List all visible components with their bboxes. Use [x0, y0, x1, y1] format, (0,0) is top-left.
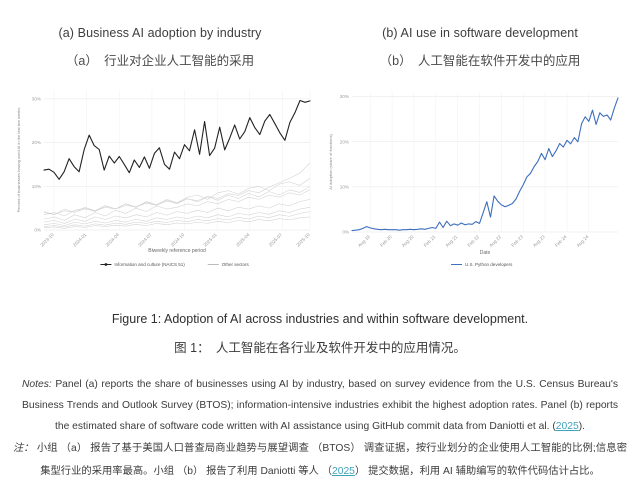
- x-tick-label: 2024-07: [137, 232, 153, 248]
- panel-titles-row: (a) Business AI adoption by industry （a）…: [0, 26, 640, 69]
- notes-en: Notes: Panel (a) reports the share of bu…: [22, 374, 618, 437]
- x-axis-title: Biweekly reference period: [148, 248, 206, 254]
- notes-en-body: Panel (a) reports the share of businesse…: [22, 379, 618, 432]
- charts-row: 0% 10% 20% 30% 2023-10 2024-01 2024-04 2024-07 2…: [14, 82, 626, 278]
- x-tick-label: Feb 20: [379, 234, 393, 248]
- x-tick-label: Aug 24: [576, 234, 590, 248]
- chart-business-ai-adoption: 0% 10% 20% 30% 2023-10 2024-01 2024-04 2024-07 2…: [16, 90, 311, 267]
- legend-label: Information and culture (NAICS 51): [114, 262, 185, 267]
- panel-b-title-en: (b) AI use in software development: [382, 26, 578, 40]
- notes-en-label: Notes:: [22, 379, 52, 390]
- legend-label: U.S. Python developers: [465, 262, 513, 267]
- series-line-other: [43, 216, 311, 229]
- daniotti-2025-link-zh[interactable]: 2025: [332, 466, 355, 477]
- notes-zh-body: 小组 （a） 报告了基于美国人口普查局商业趋势与展望调查 （BTOS） 调查证据…: [33, 443, 628, 477]
- y-tick-label: 10%: [32, 184, 41, 189]
- series-line-other: [43, 186, 311, 215]
- panel-b-title-zh: （b） 人工智能在软件开发中的应用: [379, 54, 581, 68]
- series-line-main: [351, 97, 619, 232]
- y-tick-label: 30%: [340, 94, 349, 99]
- series-line-other: [43, 207, 311, 226]
- figure-caption: Figure 1: Adoption of AI across industri…: [0, 312, 640, 356]
- panel-a-title-block: (a) Business AI adoption by industry （a）…: [0, 26, 320, 69]
- x-tick-label: Aug 23: [532, 234, 546, 248]
- series-line-other: [43, 189, 311, 221]
- x-tick-label: 2023-10: [39, 232, 55, 248]
- daniotti-2025-link-en[interactable]: 2025: [555, 421, 579, 432]
- x-tick-label: Feb 22: [467, 234, 481, 248]
- y-tick-label: 0%: [34, 228, 41, 233]
- x-tick-label: Aug 19: [357, 234, 371, 248]
- y-tick-label: 20%: [32, 140, 41, 145]
- x-tick-label: Feb 21: [423, 234, 437, 248]
- y-tick-label: 30%: [32, 96, 41, 101]
- panel-b-title-block: (b) AI use in software development （b） 人…: [320, 26, 640, 69]
- x-tick-label: 2024-01: [72, 232, 88, 248]
- series-line-other: [43, 199, 311, 224]
- x-tick-label: 2024-10: [170, 232, 186, 248]
- legend-label: Other sectors: [222, 262, 250, 267]
- series-line-other: [43, 211, 311, 228]
- series-line-other: [43, 178, 311, 217]
- series-line-main: [43, 99, 311, 180]
- series-line-other: [43, 162, 311, 215]
- x-axis-title: Date: [480, 250, 491, 256]
- x-tick-label: Aug 20: [401, 234, 415, 248]
- panel-a-title-zh: （a） 行业对企业人工智能的采用: [65, 54, 255, 68]
- x-tick-label: 2024-04: [105, 232, 121, 248]
- notes-zh: 注： 小组 （a） 报告了基于美国人口普查局商业趋势与展望调查 （BTOS） 调…: [13, 437, 627, 479]
- chart-ai-software-development: 0% 10% 20% 30% Aug 19 Feb 20 Aug 20 Feb 21 Aug 2…: [328, 92, 619, 267]
- y-tick-label: 0%: [342, 230, 349, 235]
- y-tick-label: 10%: [340, 184, 349, 189]
- notes-zh-after: ） 提交数据，利用 AI 辅助编写的软件代码估计占比。: [354, 466, 600, 477]
- x-tick-label: Feb 23: [510, 234, 524, 248]
- x-tick-label: 2025-01: [202, 232, 218, 248]
- legend-marker-dot: [104, 263, 108, 266]
- notes-zh-label: 注：: [13, 443, 34, 454]
- x-tick-label: Feb 24: [554, 234, 568, 248]
- x-tick-label: Aug 22: [488, 234, 502, 248]
- x-tick-label: 2025-07: [268, 232, 284, 248]
- x-tick-label: 2025-04: [235, 232, 251, 248]
- x-tick-label: Aug 21: [445, 234, 459, 248]
- figure-caption-zh: 图 1： 人工智能在各行业及软件开发中的应用情况。: [174, 341, 466, 355]
- y-tick-label: 20%: [340, 139, 349, 144]
- y-axis-title: Percent of businesses having used AI in …: [16, 108, 21, 213]
- x-tick-label: 2025-10: [295, 232, 311, 248]
- notes-en-after: ).: [578, 421, 585, 432]
- figure-caption-en: Figure 1: Adoption of AI across industri…: [111, 312, 529, 326]
- panel-a-title-en: (a) Business AI adoption by industry: [58, 26, 262, 40]
- y-axis-title: AI adoption (share of functions): [328, 134, 333, 190]
